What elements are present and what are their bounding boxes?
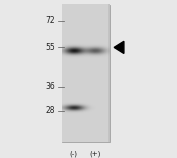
- Text: 28: 28: [45, 106, 55, 115]
- Bar: [62, 5, 110, 142]
- Text: 36: 36: [45, 82, 55, 91]
- Polygon shape: [114, 41, 124, 53]
- Text: (+): (+): [89, 150, 100, 157]
- Text: 72: 72: [45, 16, 55, 25]
- Text: (-): (-): [69, 150, 78, 157]
- Text: 55: 55: [45, 43, 55, 52]
